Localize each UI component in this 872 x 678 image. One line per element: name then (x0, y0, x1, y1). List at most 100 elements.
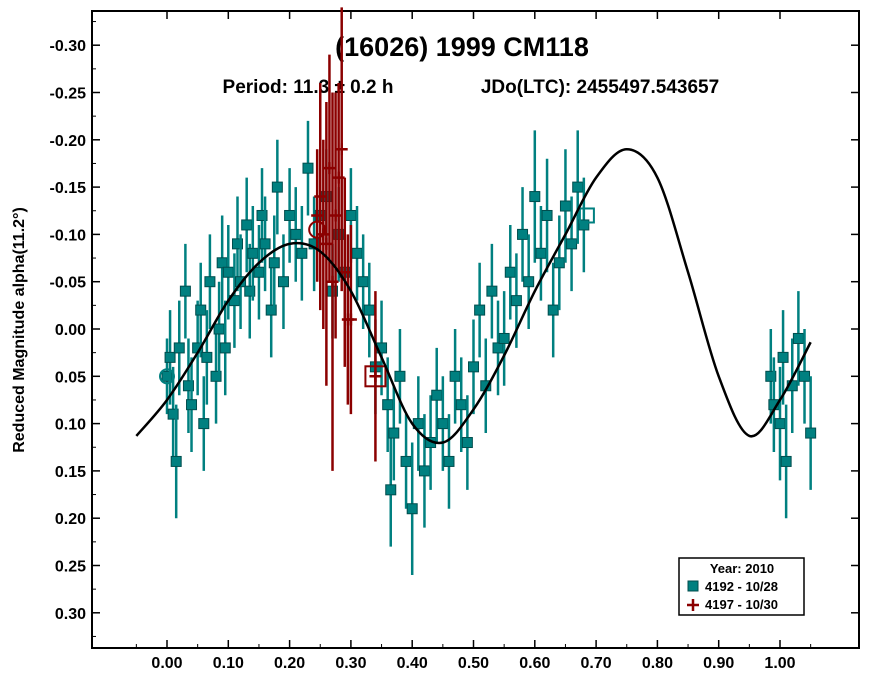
point-4192 (492, 342, 504, 354)
point-4192 (179, 285, 191, 297)
point-4192 (382, 399, 394, 411)
legend-marker-plus (687, 599, 699, 611)
y-tick-label: 0.30 (55, 606, 86, 623)
point-4192 (216, 257, 228, 269)
point-4192 (553, 257, 565, 269)
point-4192 (182, 380, 194, 392)
point-4192 (799, 370, 811, 382)
point-4192 (566, 238, 578, 250)
point-4192 (468, 361, 479, 373)
point-4192 (290, 228, 302, 240)
legend-box (678, 557, 805, 616)
point-4192 (443, 455, 455, 467)
point-4192 (219, 342, 231, 354)
y-axis: -0.30 -0.25 -0.20 -0.15 -0.10 -0.05 0.00 0.05 0.… (50, 21, 859, 637)
point-4192 (388, 427, 400, 439)
point-4192 (431, 389, 443, 401)
point-4192 (284, 209, 296, 221)
point-4192 (572, 181, 584, 193)
highlight-red-circle (308, 220, 327, 239)
point-4192 (400, 455, 412, 467)
y-tick-label: 0.10 (55, 417, 86, 434)
y-tick-label: 0.00 (55, 322, 86, 339)
point-4192 (271, 181, 283, 193)
point-4192 (296, 247, 308, 259)
point-4192 (241, 219, 253, 231)
point-4192 (302, 162, 314, 174)
point-4192 (437, 418, 449, 430)
y-tick-label: 0.20 (55, 511, 86, 528)
point-4192 (474, 304, 486, 316)
point-4197 (344, 313, 357, 326)
point-4192 (504, 266, 516, 278)
point-4192 (253, 266, 265, 278)
point-4192 (510, 295, 522, 307)
point-4192 (213, 323, 225, 335)
y-tick-label: -0.05 (50, 275, 87, 292)
point-4192 (498, 332, 510, 344)
point-4192 (394, 370, 406, 382)
y-tick-label: 0.25 (55, 559, 86, 576)
y-tick-label: -0.30 (50, 38, 87, 55)
point-4192 (170, 455, 182, 467)
y-tick-label: 0.15 (55, 464, 86, 481)
point-4192 (805, 427, 817, 439)
point-4192 (345, 209, 357, 221)
chart-title: (16026) 1999 CM118 (335, 32, 589, 62)
point-4192 (449, 370, 461, 382)
point-4197 (335, 143, 348, 156)
x-tick-label: 0.00 (151, 655, 182, 672)
point-4192 (774, 418, 786, 430)
x-tick-label: 1.00 (764, 655, 795, 672)
x-tick-label: 0.60 (519, 655, 550, 672)
highlight-red-marker (364, 365, 387, 388)
point-4192 (541, 209, 553, 221)
point-4192 (351, 247, 363, 259)
y-tick-label: -0.20 (50, 133, 87, 150)
point-4192 (517, 228, 529, 240)
fit-curve (135, 148, 812, 445)
legend: Year: 2010 4192 - 10/28 4197 - 10/30 (678, 557, 805, 616)
point-4192 (792, 332, 804, 344)
highlight-end-marker (578, 207, 595, 224)
y-tick-label: 0.05 (55, 369, 86, 386)
y-axis-label: Reduced Magnitude alpha(11.2°) (11, 207, 28, 453)
series-4197 (308, 7, 387, 471)
point-4192 (578, 219, 590, 231)
point-4192 (455, 399, 467, 411)
point-4192 (164, 351, 176, 363)
highlight-start-marker (159, 368, 175, 385)
legend-entry-1: 4192 - 10/28 (705, 579, 778, 594)
y-tick-label: -0.10 (50, 227, 87, 244)
point-4192 (204, 276, 216, 288)
epoch-label: JDo(LTC): 2455497.543657 (481, 77, 719, 98)
point-4192 (265, 304, 277, 316)
x-tick-label: 0.80 (642, 655, 673, 672)
point-4192 (231, 238, 243, 250)
x-tick-label: 0.50 (458, 655, 489, 672)
point-4192 (198, 418, 210, 430)
point-4192 (195, 304, 207, 316)
point-4192 (277, 276, 289, 288)
legend-entry-2: 4197 - 10/30 (705, 597, 778, 612)
x-axis: 0.00 0.10 0.20 0.30 0.40 0.50 0.60 0.70 0.80 0.90… (135, 11, 812, 672)
point-4192 (167, 408, 179, 420)
point-4192 (765, 370, 777, 382)
point-4192 (780, 455, 792, 467)
x-tick-label: 0.40 (397, 655, 428, 672)
x-tick-label: 0.90 (703, 655, 734, 672)
point-4192 (777, 351, 789, 363)
y-tick-label: -0.15 (50, 180, 87, 197)
point-4192 (529, 191, 541, 203)
point-4192 (186, 399, 198, 411)
x-tick-label: 0.70 (581, 655, 612, 672)
point-4192 (268, 257, 280, 269)
point-4192 (201, 351, 213, 363)
point-4192 (486, 285, 498, 297)
point-4192 (259, 238, 271, 250)
point-4192 (461, 437, 473, 449)
x-tick-label: 0.20 (274, 655, 305, 672)
period-label: Period: 11.3 ± 0.2 h (223, 77, 394, 98)
